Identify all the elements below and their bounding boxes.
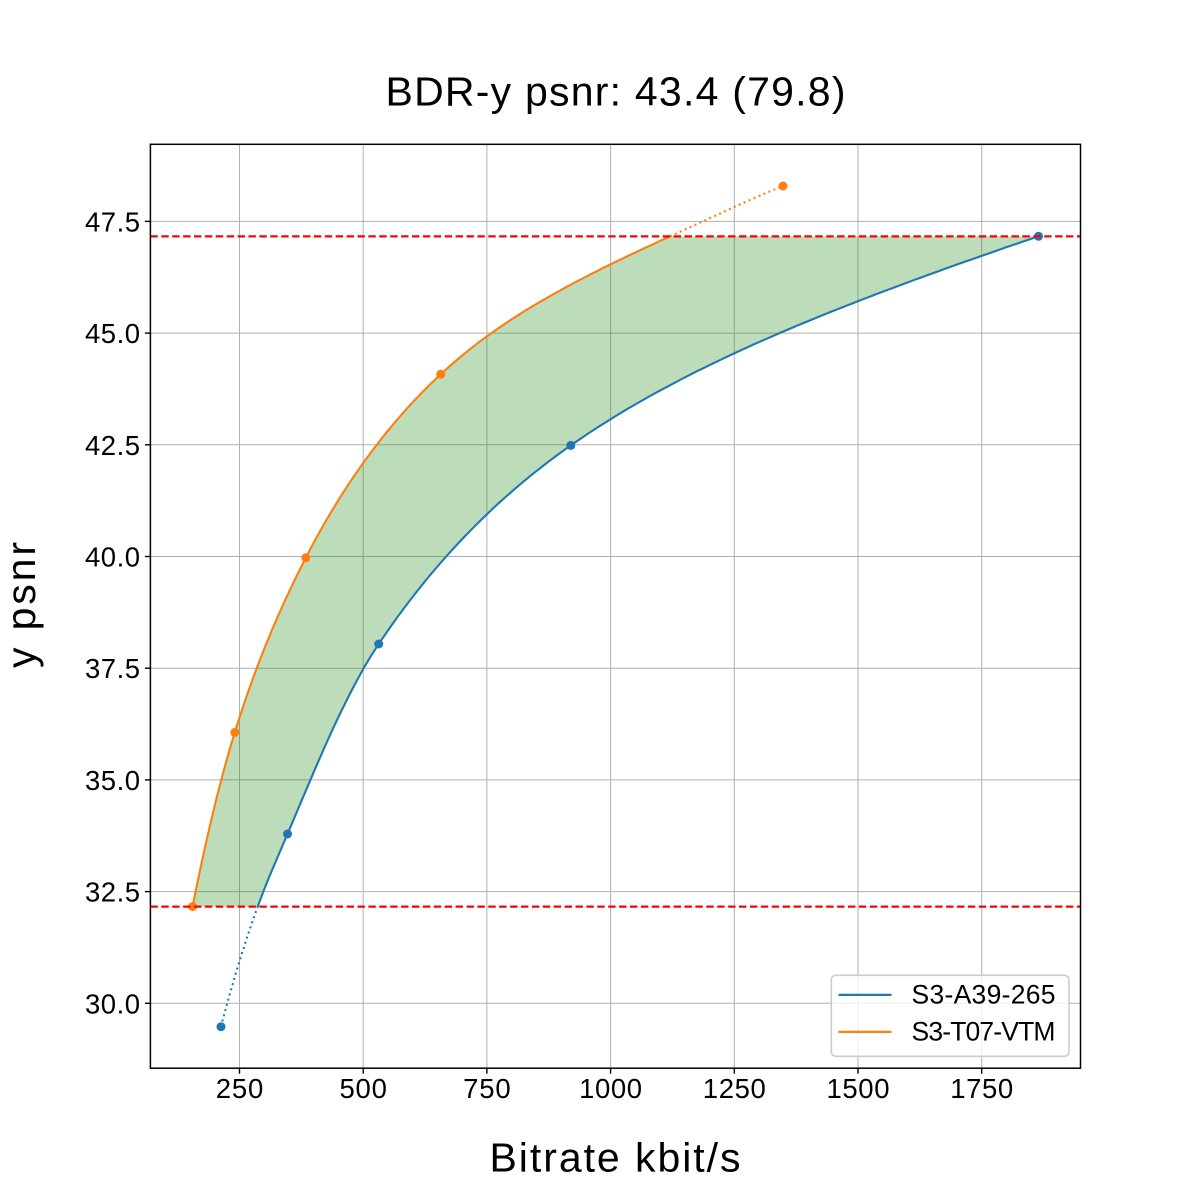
- svg-text:y psnr: y psnr: [0, 542, 44, 668]
- svg-text:S3-A39-265: S3-A39-265: [912, 979, 1056, 1009]
- svg-text:BDR-y psnr: 43.4 (79.8): BDR-y psnr: 43.4 (79.8): [386, 69, 846, 115]
- svg-text:1500: 1500: [827, 1073, 890, 1104]
- svg-text:1250: 1250: [703, 1073, 766, 1104]
- svg-text:1750: 1750: [950, 1073, 1013, 1104]
- svg-text:42.5: 42.5: [85, 430, 140, 461]
- svg-text:250: 250: [216, 1073, 264, 1104]
- svg-text:30.0: 30.0: [85, 988, 140, 1019]
- svg-text:1000: 1000: [579, 1073, 642, 1104]
- svg-text:750: 750: [463, 1073, 511, 1104]
- svg-text:45.0: 45.0: [85, 318, 140, 349]
- svg-text:47.5: 47.5: [85, 206, 140, 237]
- svg-text:Bitrate kbit/s: Bitrate kbit/s: [490, 1135, 741, 1181]
- svg-text:32.5: 32.5: [85, 877, 140, 908]
- svg-text:37.5: 37.5: [85, 653, 140, 684]
- svg-text:S3-T07-VTM: S3-T07-VTM: [912, 1016, 1056, 1046]
- svg-text:35.0: 35.0: [85, 765, 140, 796]
- svg-text:40.0: 40.0: [85, 542, 140, 573]
- svg-text:500: 500: [339, 1073, 387, 1104]
